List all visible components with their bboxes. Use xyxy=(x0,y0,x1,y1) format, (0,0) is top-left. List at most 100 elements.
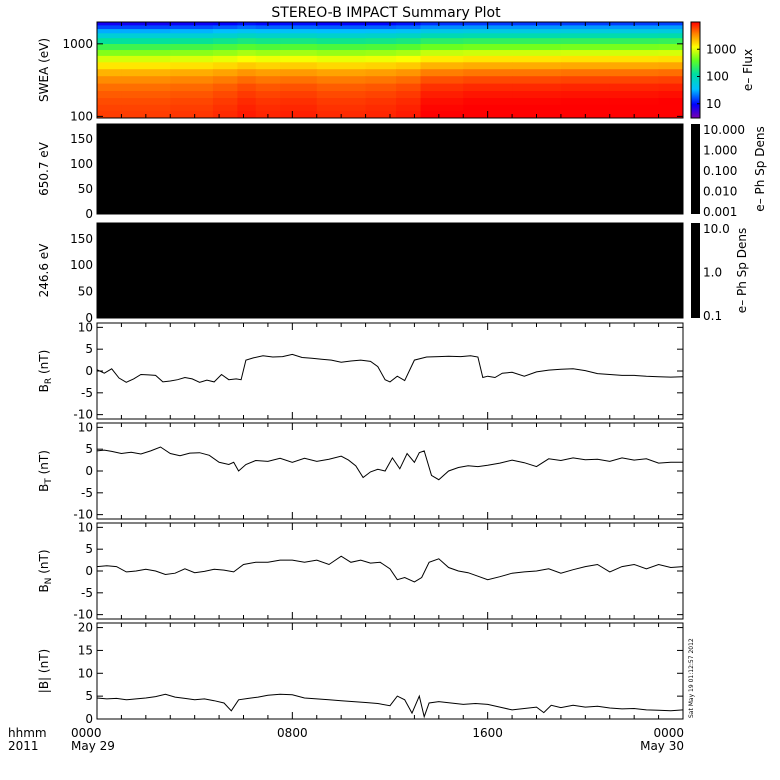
y-axis-label: |B| (nT) xyxy=(37,649,51,693)
spectrogram-cell xyxy=(212,33,238,39)
panel-pad-246: 0 50 100 150 246.6 eV 10.0 1.0 0.1 e– Ph Sp Dens xyxy=(37,222,749,325)
spectrogram-cell xyxy=(280,98,318,106)
spectrogram-cell xyxy=(255,62,281,70)
colorbar-tick-label: 100 xyxy=(706,70,729,84)
spectrogram-cell xyxy=(560,33,611,39)
spectrogram-cell xyxy=(280,43,318,51)
spectrogram-cell xyxy=(212,50,238,57)
spectrogram-cell xyxy=(237,76,257,85)
spectrogram-cell xyxy=(316,62,367,70)
spectrogram-cell xyxy=(560,25,611,30)
spectrogram-cell xyxy=(170,69,214,77)
spectrogram-cell xyxy=(97,43,122,51)
y-tick-label: 0 xyxy=(85,207,93,221)
panel-frame xyxy=(96,622,684,720)
spectrogram-cell xyxy=(420,43,464,51)
spectrogram-cell xyxy=(170,91,214,99)
spectrogram-cell xyxy=(121,69,171,77)
y-tick-label: 0 xyxy=(85,464,93,478)
spectrogram-cell xyxy=(212,62,238,70)
spectrogram-cell xyxy=(365,22,397,26)
spectrogram-cell xyxy=(396,110,422,119)
spectrogram-cell xyxy=(121,55,171,63)
spectrogram-cell xyxy=(512,33,562,39)
spectrogram-cell xyxy=(212,76,238,85)
spectrogram-cell xyxy=(609,83,660,92)
spectrogram-cell xyxy=(97,62,122,70)
spectrogram-cell xyxy=(212,43,238,51)
y-tick-label: 10 xyxy=(78,320,93,334)
y-tick-label: 5 xyxy=(85,442,93,456)
spectrogram-cell xyxy=(420,76,464,85)
spectrogram-cell xyxy=(396,83,422,92)
spectrogram-cell xyxy=(237,55,257,63)
spectrogram-cell xyxy=(365,62,397,70)
spectrogram-cell xyxy=(170,83,214,92)
colorbar-label: e– Flux xyxy=(741,49,755,91)
spectrogram-cell xyxy=(609,50,660,57)
y-axis-label: BT (nT) xyxy=(37,450,54,492)
colorbar-tick-label: 10.000 xyxy=(703,123,745,137)
spectrogram-cell xyxy=(609,76,660,85)
pad-image xyxy=(97,223,683,318)
colorbar-label: e– Ph Sp Dens xyxy=(735,228,749,313)
spectrogram-cell xyxy=(658,76,684,85)
spectrogram-cell xyxy=(560,29,611,34)
spectrogram-cell xyxy=(463,104,513,112)
spectrogram-cell xyxy=(420,98,464,106)
spectrogram-cell xyxy=(316,98,367,106)
spectrogram-cell xyxy=(560,104,611,112)
spectrogram-cell xyxy=(280,104,318,112)
spectrogram-cell xyxy=(463,38,513,45)
spectrogram-cell xyxy=(255,91,281,99)
spectrogram-cell xyxy=(560,55,611,63)
spectrogram-cell xyxy=(420,91,464,99)
spectrogram-cell xyxy=(463,62,513,70)
spectrogram-cell xyxy=(255,104,281,112)
panel-frame xyxy=(96,522,684,620)
spectrogram-cell xyxy=(420,110,464,119)
panel-br: -10 -5 0 5 10 BR (nT) xyxy=(37,320,684,422)
panel-frame xyxy=(96,222,684,319)
x-tick-label-date: May 29 xyxy=(71,739,115,753)
spectrogram-cell xyxy=(463,69,513,77)
spectrogram-cell xyxy=(609,29,660,34)
time-label-hhmm: hhmm xyxy=(8,726,47,740)
spectrogram-cell xyxy=(237,38,257,45)
spectrogram-cell xyxy=(420,22,464,26)
y-tick-label: -5 xyxy=(81,586,93,600)
y-tick-label: 15 xyxy=(78,643,93,657)
spectrogram-cell xyxy=(609,69,660,77)
spectrogram-cell xyxy=(658,110,684,119)
spectrogram-cell xyxy=(237,43,257,51)
spectrogram-cell xyxy=(255,29,281,34)
spectrogram-cell xyxy=(316,91,367,99)
spectrogram-cell xyxy=(560,76,611,85)
spectrogram-cell xyxy=(170,76,214,85)
spectrogram-cell xyxy=(365,29,397,34)
spectrogram-cell xyxy=(97,25,122,30)
spectrogram-cell xyxy=(420,69,464,77)
spectrogram-cell xyxy=(463,83,513,92)
spectrogram-cell xyxy=(97,69,122,77)
spectrogram-cell xyxy=(212,29,238,34)
spectrogram-cell xyxy=(658,104,684,112)
spectrogram-cell xyxy=(463,29,513,34)
spectrogram-cell xyxy=(463,98,513,106)
spectrogram-cell xyxy=(512,50,562,57)
spectrogram-cell xyxy=(658,43,684,51)
spectrogram-cell xyxy=(237,29,257,34)
spectrogram-cell xyxy=(609,62,660,70)
spectrogram-cell xyxy=(212,25,238,30)
spectrogram-cell xyxy=(316,43,367,51)
spectrogram-cell xyxy=(658,29,684,34)
panel-bn: -10 -5 0 5 10 BN (nT) xyxy=(37,520,684,622)
spectrogram-cell xyxy=(212,110,238,119)
y-axis-label: BN (nT) xyxy=(37,549,54,592)
spectrogram-cell xyxy=(512,55,562,63)
spectrogram-cell xyxy=(512,25,562,30)
spectrogram-cell xyxy=(658,33,684,39)
spectrogram-cell xyxy=(170,33,214,39)
y-tick-label: 10 xyxy=(78,520,93,534)
x-tick-label: 0000 xyxy=(71,726,102,740)
